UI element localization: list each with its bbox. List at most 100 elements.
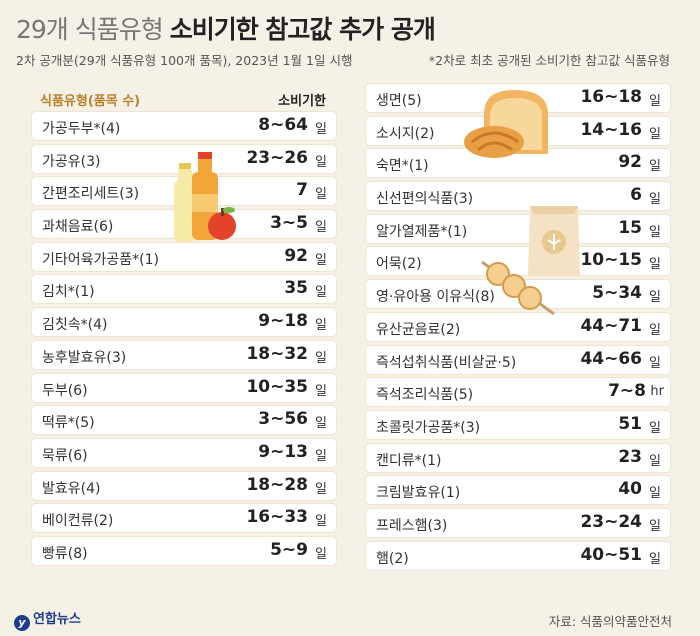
row-unit: 일 xyxy=(649,355,661,371)
row-value: 10~15 xyxy=(580,250,642,271)
row-value: 40 xyxy=(618,479,642,500)
bread-illustration xyxy=(464,90,548,158)
row-value: 44~71 xyxy=(580,315,642,336)
row-unit: 일 xyxy=(649,257,661,273)
row-category: 가공유(3) xyxy=(42,153,101,170)
table-row: 유산균음료(2) 44~71 일 xyxy=(366,312,670,341)
row-category: 즉석섭취식품(비살균·5) xyxy=(376,354,517,371)
row-category: 숙면*(1) xyxy=(376,158,429,175)
juice-bottles-illustration xyxy=(174,152,236,242)
left-rows: 가공두부*(4) 8~64 일 가공유(3) 23~26 일 간편조리세트(3) 7 일 과채음료… xyxy=(32,112,336,565)
row-unit: 일 xyxy=(315,285,327,301)
row-category: 캔디류*(1) xyxy=(376,452,442,469)
table-row: 알가열제품*(1) 15 일 xyxy=(366,214,670,243)
row-value: 9~13 xyxy=(258,441,308,462)
table-row: 농후발효유(3) 18~32 일 xyxy=(32,340,336,369)
row-unit: 일 xyxy=(649,159,661,175)
row-value: 10~35 xyxy=(246,376,308,397)
row-category: 햄(2) xyxy=(376,550,409,567)
table-row: 빵류(8) 5~9 일 xyxy=(32,536,336,565)
row-value: 23 xyxy=(618,446,642,467)
row-category: 크림발효유(1) xyxy=(376,485,461,502)
row-unit: 일 xyxy=(315,416,327,432)
row-category: 즉석조리식품(5) xyxy=(376,387,474,404)
table-row: 프레스햄(3) 23~24 일 xyxy=(366,508,670,537)
row-unit: 일 xyxy=(315,546,327,562)
row-unit: 일 xyxy=(649,486,661,502)
row-unit: 일 xyxy=(649,192,661,208)
table-row: 베이컨류(2) 16~33 일 xyxy=(32,504,336,533)
row-value: 6 xyxy=(630,185,642,206)
row-category: 과채음료(6) xyxy=(42,219,114,236)
row-value: 44~66 xyxy=(580,348,642,369)
row-unit: 일 xyxy=(649,126,661,142)
row-category: 생면(5) xyxy=(376,93,422,109)
table-row: 김치*(1) 35 일 xyxy=(32,275,336,304)
header-category: 식품유형(품목 수) xyxy=(40,94,141,109)
row-value: 5~9 xyxy=(270,539,308,560)
row-category: 어묵(2) xyxy=(376,256,422,273)
row-category: 프레스햄(3) xyxy=(376,517,448,534)
source-credit: 자료: 식품의약품안전처 xyxy=(548,614,672,629)
table-row: 기타어육가공품*(1) 92 일 xyxy=(32,242,336,271)
row-value: 23~26 xyxy=(246,147,308,168)
table-row: 영·유아용 이유식(8) 5~34 일 xyxy=(366,280,670,309)
row-category: 초콜릿가공품*(3) xyxy=(376,419,481,436)
row-category: 가공두부*(4) xyxy=(42,121,121,137)
footnote: *2차로 최초 공개된 소비기한 참고값 식품유형 xyxy=(428,53,670,68)
row-unit: 일 xyxy=(649,551,661,567)
table-row: 크림발효유(1) 40 일 xyxy=(366,476,670,505)
row-category: 김칫속*(4) xyxy=(42,317,108,334)
row-value: 8~64 xyxy=(258,115,308,135)
row-unit: 일 xyxy=(315,383,327,399)
row-value: 7~8 xyxy=(608,381,646,402)
row-unit: 일 xyxy=(315,448,327,464)
header-term: 소비기한 xyxy=(278,94,326,109)
row-category: 빵류(8) xyxy=(42,545,88,562)
left-column: 식품유형(품목 수) 소비기한 가공두부*(4) 8~64 일 가공유(3) 23~26… xyxy=(32,84,336,570)
row-unit: 일 xyxy=(649,94,661,109)
table-row: 초콜릿가공품*(3) 51 일 xyxy=(366,410,670,439)
table-row: 두부(6) 10~35 일 xyxy=(32,373,336,402)
title-light: 29개 식품유형 xyxy=(16,15,170,44)
row-value: 35 xyxy=(284,278,308,299)
row-value: 23~24 xyxy=(580,511,642,532)
fishcake-skewer-illustration xyxy=(481,260,555,316)
table-row: 떡류*(5) 3~56 일 xyxy=(32,406,336,435)
row-value: 40~51 xyxy=(580,544,642,565)
table-row: 신선편의식품(3) 6 일 xyxy=(366,182,670,211)
row-unit: 일 xyxy=(649,420,661,436)
table-row: 즉석섭취식품(비살균·5) 44~66 일 xyxy=(366,345,670,374)
row-unit: 일 xyxy=(315,252,327,268)
row-category: 영·유아용 이유식(8) xyxy=(376,289,495,306)
row-unit: 일 xyxy=(315,318,327,334)
row-unit: 일 xyxy=(649,518,661,534)
page-title: 29개 식품유형 소비기한 참고값 추가 공개 xyxy=(16,10,436,46)
row-value: 18~32 xyxy=(246,343,308,364)
row-unit: 일 xyxy=(315,122,327,137)
table-row: 숙면*(1) 92 일 xyxy=(366,149,670,178)
row-value: 15 xyxy=(618,217,642,238)
title-bold: 소비기한 참고값 추가 공개 xyxy=(169,15,436,44)
row-category: 묵류(6) xyxy=(42,447,88,464)
row-unit: 일 xyxy=(315,154,327,170)
table-row: 캔디류*(1) 23 일 xyxy=(366,443,670,472)
table-row: 묵류(6) 9~13 일 xyxy=(32,438,336,467)
table-header: 식품유형(품목 수) 소비기한 xyxy=(32,84,336,112)
row-unit: 일 xyxy=(315,350,327,366)
row-category: 떡류*(5) xyxy=(42,415,95,432)
row-unit: 일 xyxy=(315,514,327,530)
row-value: 51 xyxy=(618,413,642,434)
row-value: 16~33 xyxy=(246,507,308,528)
row-value: 16~18 xyxy=(580,87,642,107)
table-row: 가공두부*(4) 8~64 일 xyxy=(32,112,336,140)
row-value: 7 xyxy=(296,180,308,201)
row-category: 소시지(2) xyxy=(376,125,435,142)
row-value: 3~5 xyxy=(270,213,308,234)
logo-mark-icon: y xyxy=(14,615,30,631)
row-unit: 일 xyxy=(649,290,661,306)
flour-bag-illustration xyxy=(528,206,580,276)
row-unit: 일 xyxy=(649,453,661,469)
table-row: 즉석조리식품(5) 7~8 hr xyxy=(366,378,670,407)
